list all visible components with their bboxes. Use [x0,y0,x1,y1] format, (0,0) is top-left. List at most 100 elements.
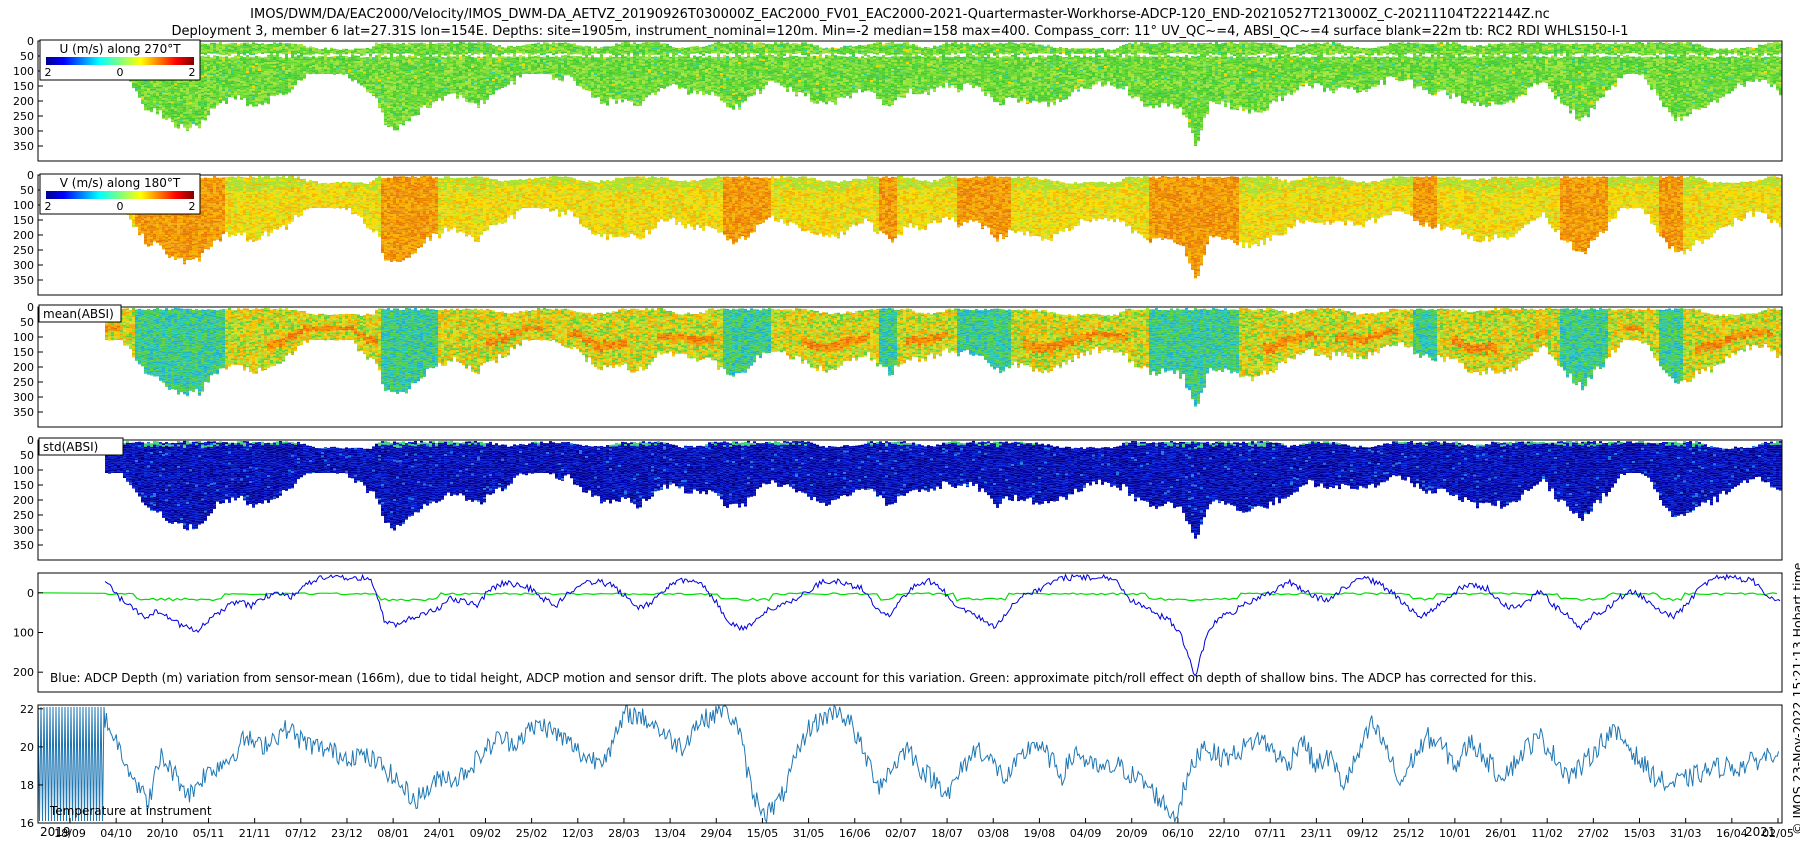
colorbar-tick: 2 [45,200,52,213]
x-tick-label: 09/12 [1347,827,1379,840]
x-tick-label: 20/10 [146,827,178,840]
x-tick-label: 09/02 [470,827,502,840]
y-tick-label: 100 [13,65,34,78]
series-temperature [38,706,1779,822]
y-tick-label: 200 [13,666,34,679]
y-tick-label: 100 [13,464,34,477]
colorbar-tick: 0 [117,200,124,213]
heatmap-layer [105,42,1782,539]
x-tick-label: 25/02 [516,827,548,840]
panel-frame [38,705,1782,823]
y-tick-label: 200 [13,494,34,507]
y-tick-label: 250 [13,110,34,123]
colorbar-label-v_velocity: V (m/s) along 180°T [60,176,181,190]
panel-label-std-absi: std(ABSI) [43,440,98,454]
y-tick-label: 50 [20,50,34,63]
x-tick-label: 26/01 [1485,827,1517,840]
y-tick-label: 250 [13,244,34,257]
x-tick-label: 10/01 [1439,827,1471,840]
x-tick-label: 31/03 [1670,827,1702,840]
x-tick-label: 15/03 [1624,827,1656,840]
y-tick-label: 200 [13,95,34,108]
y-tick-label: 350 [13,406,34,419]
line-layer [38,575,1780,822]
y-tick-label: 22 [20,703,34,716]
x-tick-label: 21/11 [239,827,271,840]
colorbar-tick: 2 [189,66,196,79]
x-tick-label: 19/08 [1024,827,1056,840]
x-tick-label: 23/12 [331,827,363,840]
frame-layer [38,41,1782,823]
colorbar-tick: 0 [117,66,124,79]
y-tick-label: 50 [20,184,34,197]
x-tick-label: 25/12 [1393,827,1425,840]
heatmap-mean_absi [105,308,1782,407]
x-tick-label: 07/11 [1254,827,1286,840]
x-tick-label: 22/10 [1208,827,1240,840]
heatmap-u_velocity [105,42,1782,146]
y-tick-label: 350 [13,274,34,287]
x-tick-label: 04/10 [100,827,132,840]
series-blue-depth [105,575,1780,676]
y-tick-label: 18 [20,779,34,792]
x-tick-label: 27/02 [1577,827,1609,840]
colorbar-tick: 2 [189,200,196,213]
y-tick-label: 0 [27,169,34,182]
colorbar-label-u_velocity: U (m/s) along 270°T [59,42,181,56]
heatmap-v_velocity [105,176,1782,279]
temperature-annotation: Temperature at instrument [49,804,212,818]
depth-annotation: Blue: ADCP Depth (m) variation from sens… [50,671,1537,685]
year-end-label: 2021 [1745,825,1776,839]
y-tick-label: 200 [13,361,34,374]
y-tick-label: 50 [20,316,34,329]
colorbar-tick: 2 [45,66,52,79]
x-tick-label: 28/03 [608,827,640,840]
year-start-label: 2019 [40,825,71,839]
y-tick-label: 0 [27,35,34,48]
y-tick-label: 50 [20,449,34,462]
y-tick-label: 100 [13,199,34,212]
text-layer: 0501001502002503003500501001502002503003… [13,35,1794,840]
heatmap-std_absi [105,441,1782,539]
y-tick-label: 150 [13,214,34,227]
x-tick-label: 08/01 [377,827,409,840]
y-tick-label: 0 [27,434,34,447]
panel-label-mean-absi: mean(ABSI) [43,307,114,321]
y-tick-label: 300 [13,125,34,138]
colorbar-gradient [46,191,194,199]
x-tick-label: 04/09 [1070,827,1102,840]
y-tick-label: 100 [13,331,34,344]
x-tick-label: 02/07 [885,827,917,840]
x-tick-label: 05/11 [193,827,225,840]
y-tick-label: 300 [13,524,34,537]
x-tick-label: 16/04 [1716,827,1748,840]
y-tick-label: 150 [13,479,34,492]
x-tick-label: 18/07 [931,827,963,840]
x-tick-label: 16/06 [839,827,871,840]
x-tick-label: 31/05 [793,827,825,840]
x-tick-label: 13/04 [654,827,686,840]
y-tick-label: 250 [13,509,34,522]
y-tick-label: 300 [13,259,34,272]
y-tick-label: 150 [13,80,34,93]
y-tick-label: 300 [13,391,34,404]
x-tick-label: 15/05 [747,827,779,840]
x-tick-label: 07/12 [285,827,317,840]
x-tick-label: 03/08 [977,827,1009,840]
x-tick-label: 24/01 [423,827,455,840]
y-tick-label: 350 [13,140,34,153]
credit-text: © IMOS 23-Nov-2022 15:21:13 Hobart time [1790,563,1800,835]
y-tick-label: 16 [20,817,34,830]
y-tick-label: 350 [13,539,34,552]
y-tick-label: 150 [13,346,34,359]
x-tick-label: 29/04 [700,827,732,840]
y-tick-label: 0 [27,301,34,314]
x-tick-label: 20/09 [1116,827,1148,840]
x-tick-label: 23/11 [1301,827,1333,840]
x-tick-label: 12/03 [562,827,594,840]
y-tick-label: 20 [20,741,34,754]
x-tick-label: 11/02 [1531,827,1563,840]
y-tick-label: 250 [13,376,34,389]
y-tick-label: 0 [27,587,34,600]
